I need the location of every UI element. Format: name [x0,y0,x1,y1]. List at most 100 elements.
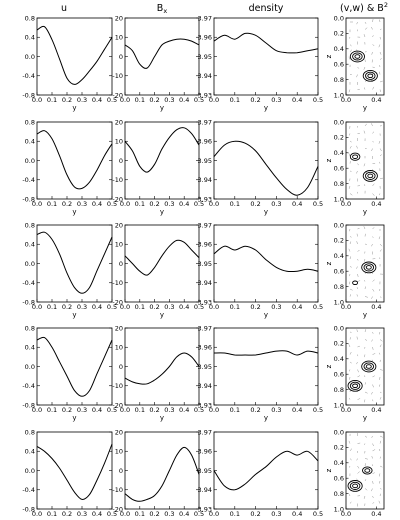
series-line [213,245,319,273]
velocity-arrow [356,21,358,25]
velocity-arrow [379,331,381,335]
velocity-arrow [371,391,373,395]
y-tick-label: -20 [112,298,123,306]
velocity-arrow [364,27,368,30]
velocity-arrow [371,456,373,459]
velocity-arrow [349,133,351,136]
b2-contour [365,265,372,270]
x-tick-label: 0.1 [230,510,240,518]
velocity-arrow [372,399,374,402]
series-line [36,231,113,294]
y-tick-label: 0.4 [25,344,35,352]
b2-contour [365,71,376,80]
series-line [36,130,113,190]
velocity-arrow [372,19,374,23]
panel-frame [345,327,385,406]
velocity-arrow [372,384,374,388]
velocity-arrow [356,233,358,237]
velocity-arrow [349,140,352,143]
y-tick-label: 3.95 [198,363,212,371]
velocity-arrow [379,58,382,60]
velocity-arrow [364,458,368,460]
y-tick-label: 0.0 [25,260,35,268]
y-tick-label: -0.8 [22,401,35,409]
velocity-arrow [372,35,374,38]
velocity-arrow [363,66,366,70]
b2-contour [361,360,377,373]
series-line [36,443,113,500]
x-tick-label: 0.3 [77,200,87,208]
z-tick-label: 0.0 [334,118,344,126]
velocity-arrow [349,337,351,340]
y-tick-label: -0.4 [22,72,35,80]
velocity-arrow [349,256,351,260]
b2-contour [349,152,361,161]
y-tick-label: 0.8 [25,324,35,332]
y-tick-label: 0.4 [25,138,35,146]
velocity-arrow [372,331,374,334]
velocity-arrow [363,34,366,38]
x-tick-label: 0.5 [194,510,204,518]
z-tick-label: 0.0 [334,324,344,332]
velocity-arrow [379,440,382,444]
velocity-arrow [379,193,381,196]
velocity-arrow [379,344,382,348]
x-axis-label: y [160,104,164,112]
x-tick-label: 0.3 [77,303,87,311]
x-tick-label: 0.5 [313,200,323,208]
panel-frame [36,17,113,96]
velocity-arrow [378,500,381,504]
x-tick-label: 0.3 [77,510,87,518]
x-tick-label: 0.2 [149,406,159,414]
velocity-arrow [349,448,352,452]
y-tick-label: 10 [115,241,123,249]
velocity-arrow [357,163,359,166]
velocity-arrow [379,465,383,468]
x-tick-label: 0.1 [230,200,240,208]
y-tick-label: 3.94 [198,72,212,80]
panel-frame [213,431,319,510]
panel-bx-row-1: 20 10 0 -10 -200.0 0.1 0.2 0.3 0.4 0.5 y [112,14,204,112]
z-tick-label: 1.0 [334,298,344,306]
panel-frame [124,224,200,303]
x-tick-label: 0.1 [135,200,145,208]
y-tick-label: 0.8 [25,221,35,229]
z-tick-label: 0.4 [334,355,344,363]
velocity-arrow [357,273,359,277]
x-tick-label: 0.3 [164,96,174,104]
velocity-arrow [364,435,368,438]
velocity-arrow [349,294,351,297]
series-line [124,446,200,502]
x-tick-label: 0.4 [292,200,302,208]
y-tick-label: 0.0 [25,467,35,475]
velocity-arrow [357,250,360,252]
z-tick-label: 1.0 [334,401,344,409]
x-tick-label: 0.4 [371,510,381,518]
x-tick-label: 0.0 [32,96,42,104]
velocity-arrow [349,241,352,245]
x-tick-label: 0.0 [341,303,351,311]
velocity-arrow [379,384,381,387]
velocity-arrow [372,288,375,292]
panel-density-row-1: 3.97 3.96 3.95 3.94 3.930.0 0.1 0.2 0.3 0.4 0.5 y [198,14,324,112]
y-tick-label: 20 [115,221,123,229]
y-tick-label: -10 [112,486,123,494]
panel-flow-row-1: 0.00.20.40.60.81.00.0 0.4zy [325,14,385,112]
x-tick-label: 0.2 [149,96,159,104]
x-tick-label: 0.4 [371,303,381,311]
b2-contour [352,154,359,159]
velocity-arrow [349,465,351,468]
y-tick-label: 0 [119,467,123,475]
velocity-arrow [379,80,383,83]
x-tick-label: 0.4 [179,200,189,208]
x-tick-label: 0.0 [120,406,130,414]
x-tick-label: 0.1 [135,406,145,414]
velocity-arrow [379,391,382,394]
x-axis-label: y [264,414,268,422]
velocity-arrow [356,266,358,269]
y-tick-label: -0.4 [22,382,35,390]
y-tick-label: -0.8 [22,91,35,99]
y-tick-label: 3.97 [198,221,212,229]
velocity-arrow [364,339,368,341]
panel-bx-row-2: 20 10 0 -10 -200.0 0.1 0.2 0.3 0.4 0.5 y [112,118,204,216]
